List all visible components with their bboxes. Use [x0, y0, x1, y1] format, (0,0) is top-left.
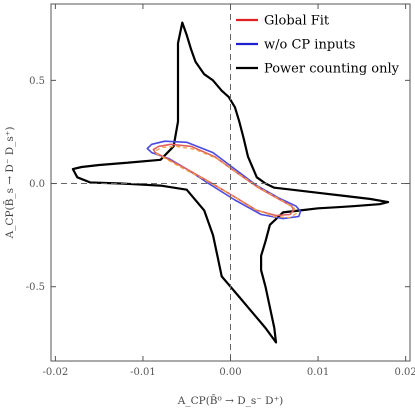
y-axis-label: A_CP(B̄_s → D⁻ D_s⁺) [3, 127, 16, 240]
legend-label: w/o CP inputs [264, 38, 355, 53]
tick-layer: -0.02 -0.01 0.00 0.01 0.02 -0.5 0.0 0.5 [26, 4, 415, 378]
x-tick-label: -0.01 [130, 367, 156, 378]
legend-label: Global Fit [264, 14, 330, 29]
series-contour-global-fit [152, 143, 295, 217]
legend: Global Fit w/o CP inputs Power counting on… [236, 14, 400, 77]
series-contour-w-o-cp-inputs [146, 140, 302, 220]
y-tick-label: 0.0 [29, 179, 45, 190]
legend-label: Power counting only [264, 62, 400, 77]
x-axis-label: A_CP(B̄⁰ → D_s⁻ D⁺) [177, 394, 283, 407]
series-layer [71, 21, 390, 344]
series-contour-dashed-3 [155, 145, 297, 219]
x-tick-label: 0.00 [219, 367, 241, 378]
y-tick-label: -0.5 [26, 282, 45, 293]
x-tick-label: 0.01 [307, 367, 329, 378]
x-tick-label: 0.02 [394, 367, 415, 378]
x-tick-label: -0.02 [43, 367, 69, 378]
series-contour-power-counting-only [71, 21, 390, 344]
y-tick-label: 0.5 [29, 76, 45, 87]
